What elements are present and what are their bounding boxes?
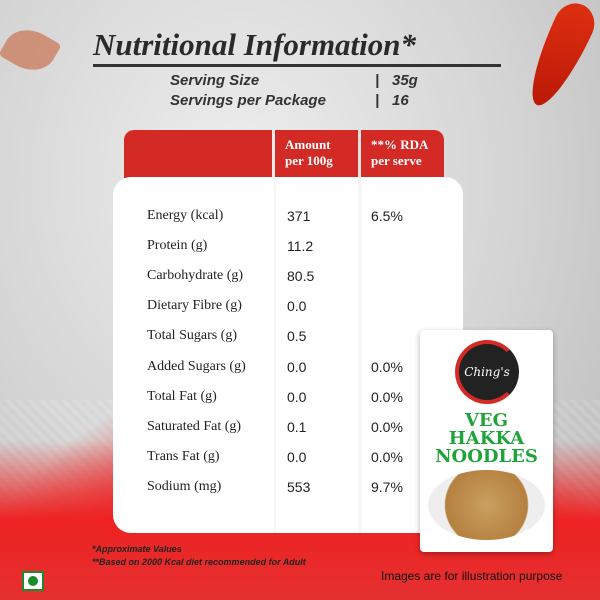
amount-value: 0.5 (287, 328, 307, 345)
product-name-line: VEG (464, 410, 509, 431)
amount-value: 553 (287, 478, 311, 495)
amount-value: 11.2 (287, 238, 314, 255)
nutrient-name: Protein (g) (147, 238, 208, 254)
rda-value: 0.0% (371, 448, 403, 465)
nutrient-name: Carbohydrate (g) (147, 268, 244, 284)
nutrient-name: Dietary Fibre (g) (147, 298, 242, 314)
rda-value: 0.0% (371, 388, 403, 405)
veg-symbol-icon (22, 571, 44, 591)
amount-value: 80.5 (287, 268, 315, 285)
separator: | (375, 72, 380, 89)
product-name: VEG HAKKA NOODLES (420, 412, 553, 466)
amount-value: 0.0 (287, 388, 307, 405)
product-name-line: NOODLES (435, 446, 538, 467)
nutrient-name: Energy (kcal) (147, 208, 224, 223)
nutrient-name: Saturated Fat (g) (147, 418, 242, 434)
rda-value: 0.0% (371, 358, 403, 375)
nutrient-name: Added Sugars (g) (147, 358, 246, 374)
servings-per-package-value: 16 (392, 92, 409, 109)
footnote-approx: *Approximate Values (92, 544, 182, 554)
amount-value: 0.0 (287, 448, 307, 465)
serving-size-value: 35g (392, 72, 418, 89)
leaf-image (0, 20, 62, 80)
table-header-amount: Amount per 100g (275, 130, 358, 178)
rda-value: 6.5% (371, 208, 403, 224)
servings-per-package-label: Servings per Package (170, 92, 326, 109)
serving-size-label: Serving Size (170, 72, 260, 89)
amount-value: 0.0 (287, 358, 307, 375)
column-divider (358, 177, 362, 533)
rda-value: 9.7% (371, 478, 403, 495)
amount-value: 0.0 (287, 298, 307, 315)
amount-value: 0.1 (287, 418, 307, 435)
footnote-rda: **Based on 2000 Kcal diet recommended fo… (92, 557, 306, 567)
column-divider (274, 177, 276, 533)
table-header-rda: **% RDA per serve (361, 130, 444, 178)
product-package-image: Ching's VEG HAKKA NOODLES (420, 330, 553, 552)
illustration-disclaimer: Images are for illustration purpose (381, 569, 563, 583)
nutrient-name: Sodium (mg) (147, 478, 222, 494)
nutrient-name: Total Fat (g) (147, 388, 217, 404)
separator: | (375, 92, 380, 109)
nutrient-name: Total Sugars (g) (147, 328, 238, 344)
nutrient-name: Trans Fat (g) (147, 448, 220, 464)
red-chili-image (518, 0, 600, 114)
page-title: Nutritional Information* (93, 26, 501, 67)
rda-value: 0.0% (371, 418, 403, 435)
nutrition-table-panel (113, 177, 463, 533)
noodle-bowl-image (428, 470, 545, 540)
amount-value: 371 (287, 208, 311, 224)
brand-logo: Ching's (455, 340, 519, 404)
product-name-line: HAKKA (448, 428, 525, 449)
table-header-nutrient (124, 130, 272, 178)
